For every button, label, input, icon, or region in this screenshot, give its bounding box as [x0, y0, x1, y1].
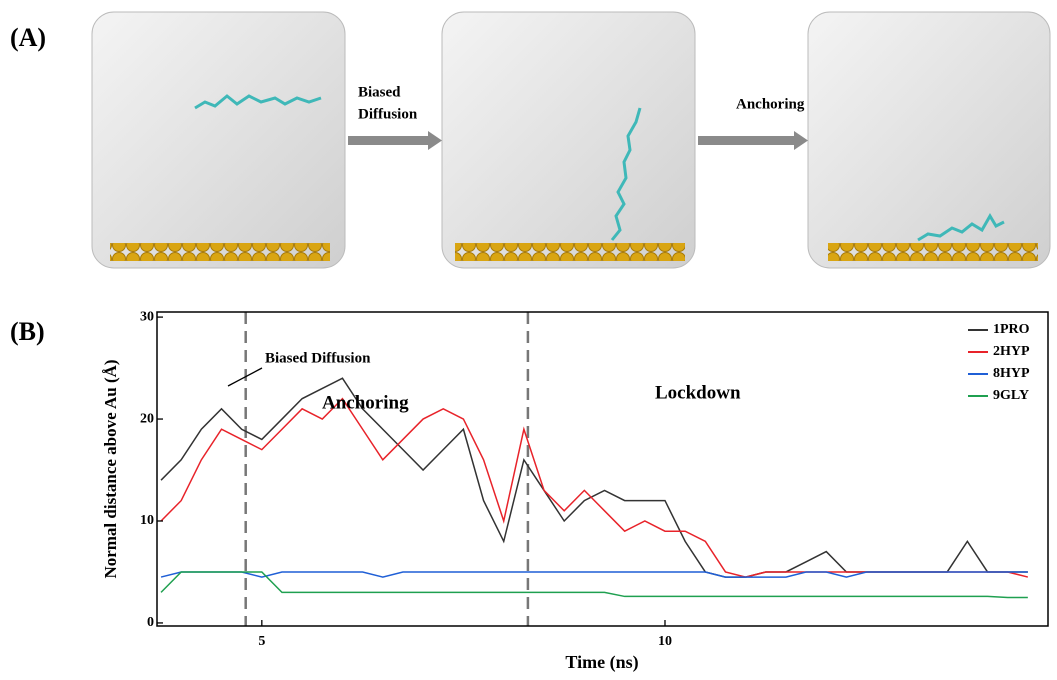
simulation-box — [91, 11, 346, 269]
legend-label: 1PRO — [993, 322, 1030, 337]
x-tick-label: 5 — [258, 634, 265, 649]
series-line — [160, 571, 1028, 599]
annotation: Lockdown — [655, 382, 741, 403]
x-tick-label: 10 — [658, 634, 672, 649]
arrow-label: Diffusion — [358, 106, 418, 122]
panel-label: (B) — [10, 317, 45, 346]
arrow — [348, 131, 808, 150]
arrow-label: Anchoring — [736, 96, 805, 112]
arrow-label: Biased — [358, 84, 401, 100]
y-tick-label: 0 — [147, 615, 154, 630]
simulation-box — [441, 11, 696, 269]
y-tick-label: 20 — [140, 411, 154, 426]
series-line — [160, 397, 1029, 578]
plot — [160, 312, 1029, 626]
annotation-pointer — [227, 367, 263, 387]
panel-label: (A) — [10, 23, 46, 52]
y-tick-label: 10 — [140, 513, 154, 528]
legend-label: 2HYP — [993, 344, 1030, 359]
simulation-box — [807, 11, 1051, 269]
y-axis-label: Normal distance above Au (Å) — [101, 359, 120, 578]
plot-frame — [156, 311, 1049, 627]
x-axis-label: Time (ns) — [565, 652, 638, 673]
legend-label: 9GLY — [993, 388, 1029, 403]
annotation: Biased Diffusion — [265, 350, 371, 366]
y-tick-label: 30 — [140, 309, 154, 324]
legend-label: 8HYP — [993, 366, 1030, 381]
series-line — [160, 377, 1028, 578]
series-line — [160, 571, 1028, 578]
annotation: Anchoring — [322, 392, 409, 413]
